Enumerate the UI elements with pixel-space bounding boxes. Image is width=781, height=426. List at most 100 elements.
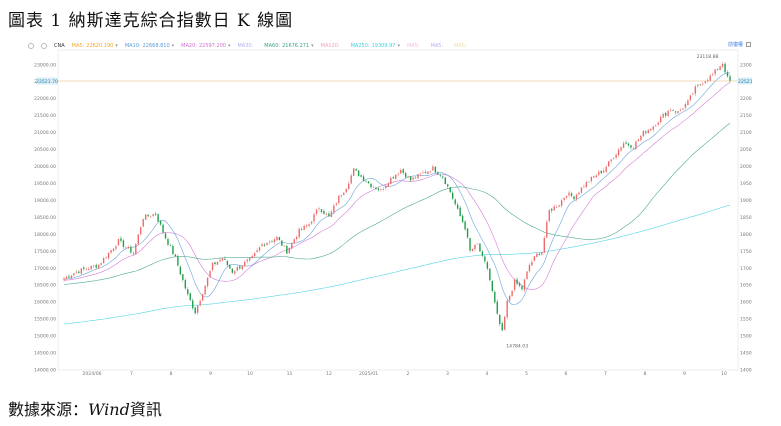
candle-body — [357, 170, 360, 177]
candle-body — [231, 268, 234, 273]
candle-body — [157, 214, 159, 222]
candle-body — [219, 259, 221, 262]
candle-body — [159, 221, 162, 225]
legend-item-value: 22620.190 — [86, 43, 114, 49]
y-tick-label-left: 18000.00 — [34, 232, 56, 238]
candle-body — [439, 175, 442, 177]
candle-body — [154, 213, 157, 215]
legend-item-label: MA20: — [181, 43, 197, 49]
candle-body — [536, 253, 538, 257]
legend-item-4[interactable]: MA60: 21676.271 ▾ — [264, 43, 313, 49]
legend-item-label: MA30: — [237, 43, 254, 49]
y-tick-label-right: 16500.00 — [740, 283, 752, 289]
candle-body — [687, 100, 689, 106]
legend-item-9[interactable]: MA5: — [454, 43, 471, 49]
legend-item-2[interactable]: MA20: 22597.200 ▾ — [181, 43, 230, 49]
x-tick-label: 3 — [446, 371, 449, 377]
candle-body — [469, 238, 471, 251]
legend-item-5[interactable]: MA120: — [321, 43, 344, 49]
candle-body — [459, 207, 461, 217]
candle-body — [63, 278, 65, 280]
candle-body — [570, 193, 573, 196]
candle-body — [432, 166, 434, 171]
candle-body — [504, 316, 506, 330]
y-tick-label-left: 19000.00 — [34, 198, 56, 204]
candle-body — [266, 243, 268, 246]
legend-item-1[interactable]: MA10: 22668.810 ▾ — [125, 43, 174, 49]
candle-body — [352, 168, 355, 176]
fullscreen-icon[interactable] — [746, 42, 751, 47]
candle-body — [404, 173, 407, 178]
y-tick-label-right: 19500.00 — [740, 181, 752, 187]
candle-body — [709, 75, 711, 81]
candle-body — [137, 234, 139, 245]
candle-body — [546, 221, 548, 238]
adjust-label[interactable]: 前復權 — [727, 42, 743, 48]
candle-body — [610, 159, 612, 162]
candle-body — [318, 208, 320, 210]
candle-body — [167, 239, 169, 245]
candle-body — [125, 247, 127, 248]
candle-body — [721, 63, 724, 67]
candle-body — [268, 241, 271, 243]
dropdown-caret-icon[interactable]: ▾ — [228, 43, 231, 49]
candle-body — [169, 245, 172, 247]
candle-body — [729, 76, 731, 82]
candle-body — [724, 63, 726, 73]
y-tick-label-right: 17500.00 — [740, 249, 752, 255]
candle-body — [541, 251, 543, 255]
x-tick-label: 2024/06 — [82, 371, 101, 377]
candle-body — [704, 81, 706, 83]
x-tick-label: 10 — [721, 371, 727, 377]
legend-item-3[interactable]: MA30: — [238, 43, 258, 49]
candle-body — [630, 145, 632, 148]
dropdown-caret-icon[interactable]: ▾ — [397, 43, 400, 49]
candle-body — [533, 256, 536, 261]
dropdown-caret-icon[interactable]: ▾ — [311, 43, 314, 49]
candle-body — [333, 205, 335, 213]
candle-body — [192, 300, 194, 309]
candle-body — [422, 172, 424, 174]
candle-body — [442, 176, 444, 178]
candle-body — [650, 128, 652, 131]
candle-body — [501, 323, 503, 331]
candle-body — [444, 177, 446, 185]
candle-body — [315, 209, 318, 214]
candle-body — [667, 110, 669, 116]
candle-body — [392, 177, 394, 179]
ma-line-ma250 — [63, 204, 731, 325]
candle-body — [179, 266, 182, 275]
candle-body — [85, 269, 87, 270]
settings-circle-icon[interactable] — [28, 43, 34, 49]
y-tick-label-left: 18500.00 — [34, 215, 56, 221]
candle-body — [239, 266, 241, 269]
legend-item-value: 21676.271 — [282, 43, 310, 49]
candle-body — [229, 264, 231, 269]
candle-body — [385, 185, 387, 189]
candle-body — [283, 245, 286, 247]
candle-body — [209, 270, 211, 278]
candle-body — [201, 294, 204, 301]
candle-body — [236, 267, 239, 271]
legend-item-8[interactable]: MA5: — [431, 43, 448, 49]
candle-body — [568, 192, 570, 196]
candle-body — [719, 66, 721, 71]
legend-item-6[interactable]: MA250: 19309.97 ▾ — [351, 43, 400, 49]
candle-body — [645, 131, 647, 133]
candle-body — [261, 244, 263, 247]
eye-circle-icon[interactable] — [41, 43, 47, 49]
candle-body — [177, 256, 179, 266]
adjust-control[interactable]: 前復權 — [728, 41, 751, 48]
candle-body — [115, 246, 117, 249]
candle-body — [325, 213, 328, 215]
chart-svg: 14000.00 14000.00 14500.00 14500.00 15000.00… — [34, 49, 752, 377]
candle-body — [355, 168, 357, 171]
candle-body — [122, 240, 125, 247]
candle-body — [303, 225, 305, 230]
candle-body — [672, 109, 674, 111]
dropdown-caret-icon[interactable]: ▾ — [171, 43, 175, 49]
legend-item-0[interactable]: MA5: 22620.190 ▾ — [72, 43, 118, 49]
candle-body — [622, 143, 625, 148]
dropdown-caret-icon[interactable]: ▾ — [115, 43, 118, 49]
legend-item-7[interactable]: MA5: — [407, 43, 424, 49]
